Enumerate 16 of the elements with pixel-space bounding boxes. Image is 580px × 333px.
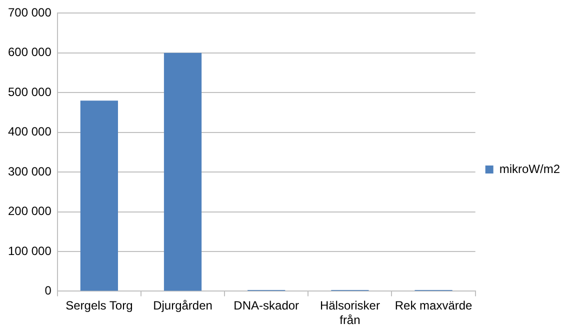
y-tick-label: 300 000 [8, 164, 52, 178]
y-tick-label: 700 000 [8, 6, 52, 20]
bar [164, 52, 202, 291]
y-tick-label: 200 000 [8, 204, 52, 218]
y-tick-label: 500 000 [8, 84, 52, 99]
x-tick-label: Rek maxvärde [394, 298, 473, 313]
legend-label: mikroW/m2 [499, 162, 560, 176]
y-tick-label: 600 000 [8, 45, 52, 60]
x-tick-label: Sergels Torg [66, 298, 133, 313]
y-tick-label: 0 [44, 284, 52, 298]
x-tick-label: Djurgården [153, 298, 212, 313]
x-tick-label: DNA-skador [234, 298, 300, 313]
y-tick-label: 100 000 [8, 244, 52, 258]
y-tick-label: 400 000 [8, 124, 52, 139]
x-tick-label: Hälsorisker från [320, 298, 380, 328]
bar [80, 100, 118, 291]
